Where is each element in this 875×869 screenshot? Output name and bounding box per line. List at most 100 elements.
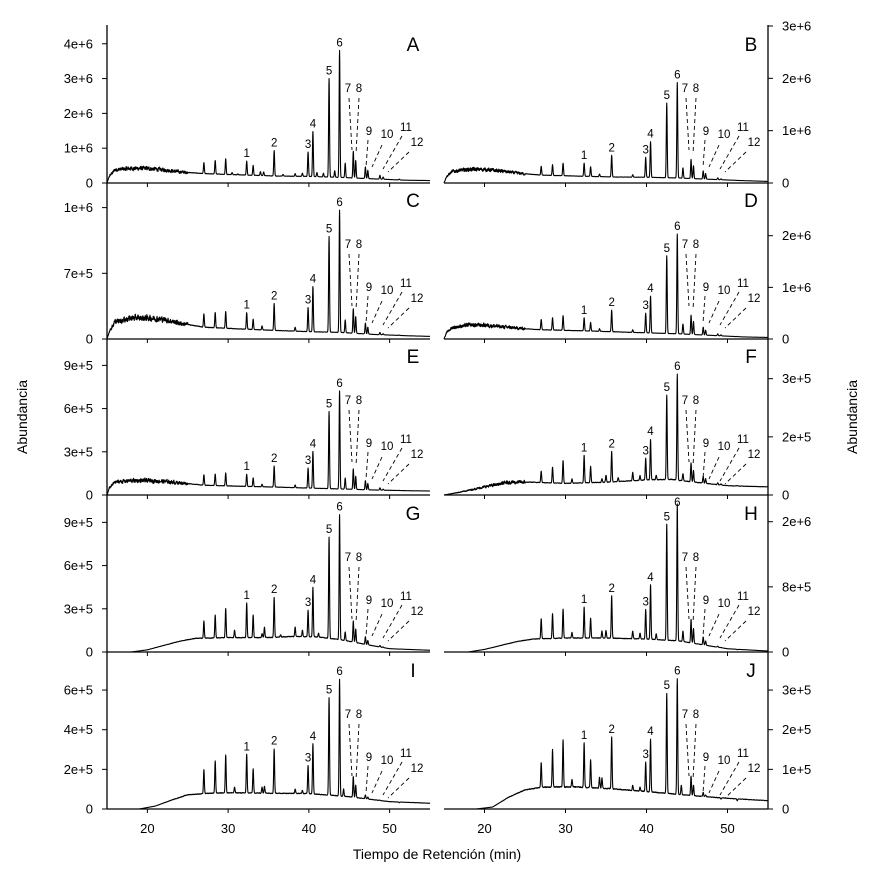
peak-leader-line xyxy=(348,97,353,151)
peak-leader-line xyxy=(724,151,747,173)
y-tick-label: 1e+6 xyxy=(782,123,811,138)
peak-number-label: 3 xyxy=(305,455,311,467)
panel-letter: C xyxy=(406,191,420,212)
peak-number-label: 11 xyxy=(737,748,749,760)
peak-number-label: 4 xyxy=(310,273,317,285)
peak-number-label: 6 xyxy=(336,502,342,514)
y-tick-label: 2e+5 xyxy=(782,429,811,444)
peak-number-label: 11 xyxy=(737,122,749,134)
panel-letter: D xyxy=(744,191,758,212)
peak-number-label: 4 xyxy=(647,726,654,738)
peak-leader-line xyxy=(719,135,740,170)
peak-number-label: 7 xyxy=(682,395,688,407)
peak-number-label: 5 xyxy=(326,399,332,411)
peak-number-label: 5 xyxy=(326,524,332,536)
peak-number-label: 9 xyxy=(366,595,372,607)
peak-number-label: 1 xyxy=(581,305,587,317)
y-tick-label: 3e+5 xyxy=(64,601,93,616)
peak-leader-line xyxy=(355,253,360,311)
peak-leader-line xyxy=(382,291,403,326)
peak-leader-line xyxy=(708,456,720,480)
peak-number-label: 8 xyxy=(356,709,362,721)
peak-number-label: 10 xyxy=(718,441,731,453)
panel-letter: A xyxy=(407,35,420,56)
peak-number-label: 1 xyxy=(581,443,587,455)
y-tick-label: 0 xyxy=(86,332,93,347)
peak-leader-line xyxy=(708,300,720,324)
chromatogram-trace xyxy=(443,678,769,810)
peak-leader-line xyxy=(685,723,690,777)
x-tick-label: 30 xyxy=(221,821,235,836)
peak-number-label: 4 xyxy=(647,572,654,584)
peak-number-label: 1 xyxy=(243,741,249,753)
peak-leader-line xyxy=(719,447,740,482)
y-tick-label: 2e+5 xyxy=(64,762,93,777)
y-tick-label: 6e+5 xyxy=(64,683,93,698)
x-tick-label: 50 xyxy=(382,821,396,836)
peak-leader-line xyxy=(387,151,410,173)
y-tick-label: 4e+5 xyxy=(64,722,93,737)
peak-number-label: 3 xyxy=(642,749,648,761)
panel-letter: F xyxy=(745,347,757,368)
chromatogram-trace xyxy=(443,373,769,496)
y-tick-label: 0 xyxy=(86,645,93,660)
peak-number-label: 4 xyxy=(647,426,654,438)
y-tick-label: 3e+6 xyxy=(64,71,93,86)
panel-letter: J xyxy=(746,661,756,682)
peak-number-label: 8 xyxy=(356,239,362,251)
peak-leader-line xyxy=(685,566,690,620)
peak-leader-line xyxy=(719,291,740,326)
panel-letter: B xyxy=(745,35,758,56)
panel-letter: H xyxy=(744,504,758,525)
peak-number-label: 5 xyxy=(664,680,670,692)
x-tick-label: 30 xyxy=(558,821,572,836)
x-tick-label: 40 xyxy=(302,821,316,836)
peak-leader-line xyxy=(382,447,403,482)
y-axis-title-left: Abundancia xyxy=(14,380,30,454)
peak-number-label: 8 xyxy=(693,552,699,564)
peak-number-label: 11 xyxy=(737,591,749,603)
peak-number-label: 5 xyxy=(326,224,332,236)
peak-leader-line xyxy=(724,463,747,485)
peak-leader-line xyxy=(692,253,697,311)
x-tick-label: 40 xyxy=(639,821,653,836)
chromatogram-trace xyxy=(443,503,769,653)
peak-number-label: 9 xyxy=(366,438,372,450)
peak-number-label: 8 xyxy=(693,239,699,251)
chromatogram-trace xyxy=(106,49,431,184)
peak-leader-line xyxy=(708,144,720,168)
peak-leader-line xyxy=(702,608,706,637)
peak-number-label: 6 xyxy=(674,221,680,233)
peak-number-label: 4 xyxy=(647,129,654,141)
chromatogram-trace xyxy=(106,514,431,653)
y-tick-label: 6e+5 xyxy=(64,401,93,416)
peak-number-label: 1 xyxy=(243,461,249,473)
peak-number-label: 11 xyxy=(400,122,412,134)
peak-number-label: 10 xyxy=(718,285,731,297)
peak-number-label: 10 xyxy=(381,441,394,453)
peak-leader-line xyxy=(719,761,740,796)
peak-number-label: 12 xyxy=(748,763,761,775)
peak-number-label: 7 xyxy=(345,552,351,564)
peak-number-label: 11 xyxy=(737,434,749,446)
y-tick-label: 7e+5 xyxy=(64,266,93,281)
y-tick-label: 2e+6 xyxy=(782,514,811,529)
x-tick-label: 20 xyxy=(140,821,154,836)
peak-number-label: 12 xyxy=(411,763,424,775)
peak-number-label: 2 xyxy=(271,736,277,748)
peak-number-label: 6 xyxy=(674,666,680,678)
peak-number-label: 5 xyxy=(664,90,670,102)
peak-leader-line xyxy=(365,608,369,637)
peak-number-label: 12 xyxy=(748,606,761,618)
peak-leader-line xyxy=(371,144,383,168)
peak-leader-line xyxy=(371,456,383,480)
peak-number-label: 3 xyxy=(642,597,648,609)
peak-number-label: 6 xyxy=(336,378,342,390)
peak-number-label: 1 xyxy=(581,150,587,162)
peak-leader-line xyxy=(702,139,706,168)
